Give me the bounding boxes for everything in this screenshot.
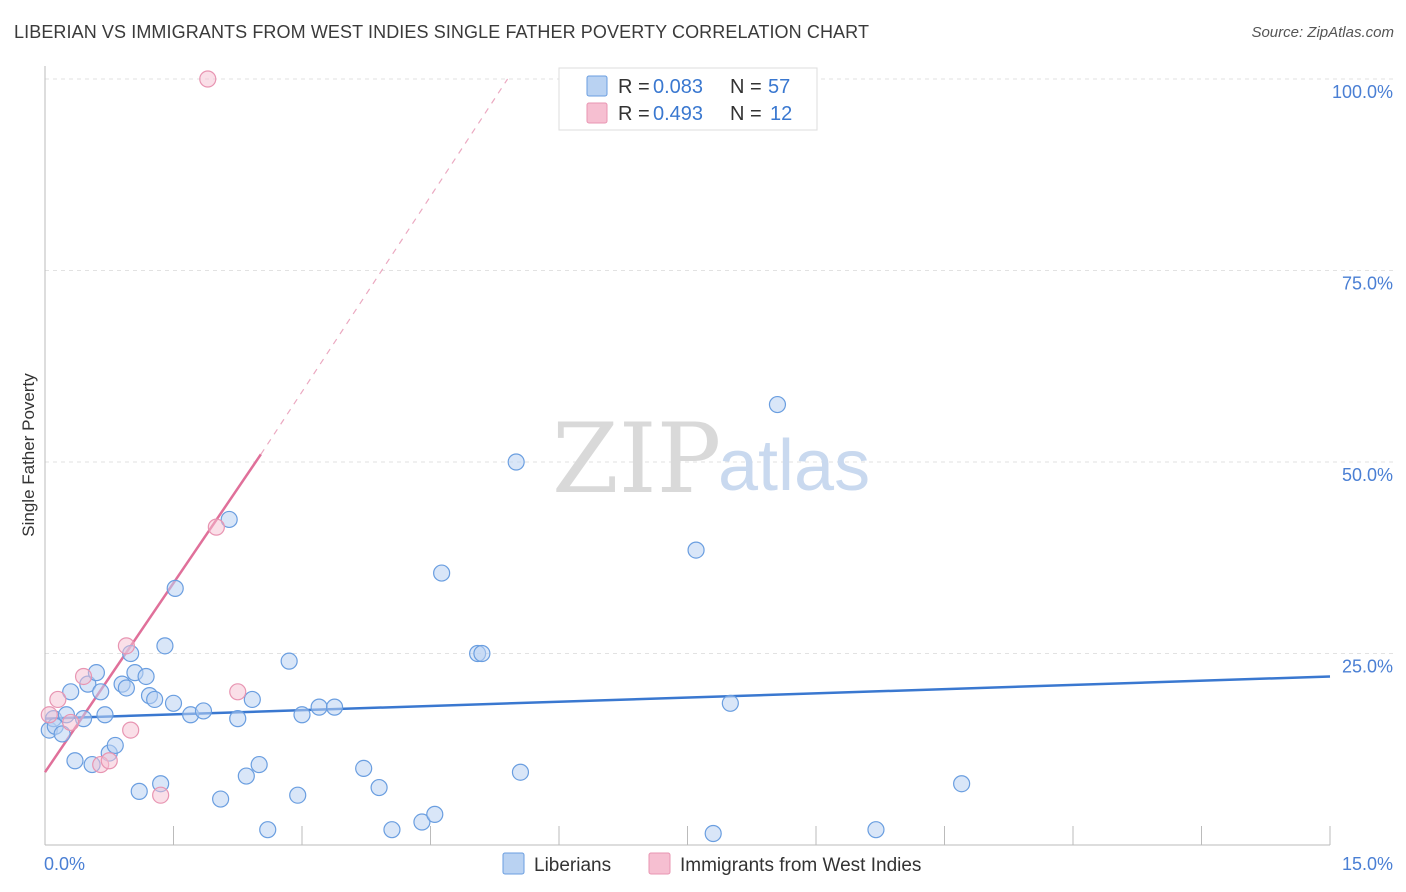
bottom-legend-liberians: Liberians xyxy=(534,855,611,876)
liberian-point-53 xyxy=(721,694,739,712)
liberian-point-31 xyxy=(229,710,247,728)
liberian-point-30 xyxy=(220,510,238,529)
legend-box: R = 0.083 N = 57 R = 0.493 N = 12 xyxy=(558,67,818,131)
tick-labels: 100.0% 75.0% 50.0% 25.0% xyxy=(1332,82,1393,677)
west-indies-point-10 xyxy=(207,518,225,536)
bottom-legend-west-indies: Immigrants from West Indies xyxy=(680,855,921,876)
source-label: Source: ZipAtlas.com xyxy=(1251,24,1394,41)
x-tick-right: 15.0% xyxy=(1342,854,1393,874)
liberian-point-34 xyxy=(250,755,268,774)
liberian-point-56 xyxy=(953,775,971,793)
liberian-point-19 xyxy=(130,782,148,800)
legend-n-label-2: N = xyxy=(730,103,762,125)
legend-swatch-west-indies xyxy=(586,102,608,124)
bottom-legend-swatch-west-indies xyxy=(648,852,671,875)
liberian-point-50 xyxy=(511,763,530,781)
liberian-point-11 xyxy=(92,683,110,701)
liberian-point-25 xyxy=(164,694,183,712)
legend-r-value-1: 0.083 xyxy=(653,76,703,98)
west-indies-trend-extension xyxy=(260,78,509,455)
west-indies-point-7 xyxy=(122,721,140,739)
liberian-point-36 xyxy=(280,652,298,670)
liberian-point-22 xyxy=(146,690,164,709)
west-indies-point-2 xyxy=(62,713,80,732)
gridlines xyxy=(45,78,1395,654)
liberian-point-38 xyxy=(293,706,311,724)
watermark-atlas: atlas xyxy=(718,426,870,506)
liberian-point-48 xyxy=(473,644,491,663)
west-indies-point-3 xyxy=(74,667,93,686)
liberian-point-35 xyxy=(259,821,277,839)
liberian-point-29 xyxy=(212,790,230,808)
liberian-point-45 xyxy=(426,805,444,823)
liberian-point-51 xyxy=(687,541,705,559)
liberian-point-28 xyxy=(194,702,213,720)
y-axis-label: Single Father Poverty xyxy=(19,373,38,537)
y-tick-label-2: 50.0% xyxy=(1342,465,1393,485)
legend-r-label-2: R = xyxy=(618,103,650,125)
liberian-point-14 xyxy=(106,736,124,755)
liberian-point-49 xyxy=(507,453,525,471)
liberian-point-44 xyxy=(413,813,431,831)
x-tick-left: 0.0% xyxy=(44,854,85,874)
legend-r-value-2: 0.493 xyxy=(653,103,703,125)
liberian-point-12 xyxy=(96,706,114,724)
liberian-point-20 xyxy=(137,667,155,686)
watermark: ZIP atlas xyxy=(552,403,870,515)
bottom-legend-swatch-liberians xyxy=(502,852,525,875)
liberian-point-26 xyxy=(166,579,184,597)
bottom-legend: Liberians Immigrants from West Indies xyxy=(502,852,921,876)
liberian-trend-line xyxy=(44,675,1331,720)
liberian-point-55 xyxy=(867,821,885,839)
west-indies-point-0 xyxy=(40,706,58,724)
liberian-point-46 xyxy=(433,564,451,582)
west-indies-point-5 xyxy=(100,752,118,770)
liberian-point-41 xyxy=(355,759,373,778)
legend-n-label-1: N = xyxy=(730,76,762,98)
liberian-point-3 xyxy=(53,725,71,743)
west-indies-point-11 xyxy=(229,683,247,701)
liberian-point-37 xyxy=(289,786,307,804)
data-points xyxy=(40,70,971,843)
y-tick-label-3: 25.0% xyxy=(1342,657,1393,677)
liberian-point-32 xyxy=(237,767,255,785)
legend-n-value-1: 57 xyxy=(768,76,790,98)
y-tick-label-1: 75.0% xyxy=(1342,274,1393,294)
liberian-point-40 xyxy=(325,698,344,716)
west-indies-point-8 xyxy=(152,786,170,804)
y-tick-label-0: 100.0% xyxy=(1332,82,1393,102)
liberian-point-52 xyxy=(704,824,722,843)
legend-n-value-2: 12 xyxy=(770,103,792,125)
chart-title: LIBERIAN VS IMMIGRANTS FROM WEST INDIES … xyxy=(14,22,870,42)
liberian-point-43 xyxy=(383,821,401,839)
liberian-point-42 xyxy=(370,778,388,797)
liberian-point-6 xyxy=(66,752,84,770)
west-indies-point-6 xyxy=(117,637,135,655)
liberian-point-24 xyxy=(156,637,174,655)
west-indies-point-9 xyxy=(199,70,217,88)
liberian-point-54 xyxy=(768,395,787,414)
west-indies-point-1 xyxy=(49,690,67,709)
liberian-point-16 xyxy=(117,679,135,697)
liberian-point-5 xyxy=(62,683,80,701)
liberian-point-39 xyxy=(310,698,328,716)
watermark-zip: ZIP xyxy=(552,403,721,515)
legend-swatch-liberians xyxy=(586,75,608,97)
liberian-point-33 xyxy=(243,690,261,709)
legend-r-label-1: R = xyxy=(618,76,650,98)
